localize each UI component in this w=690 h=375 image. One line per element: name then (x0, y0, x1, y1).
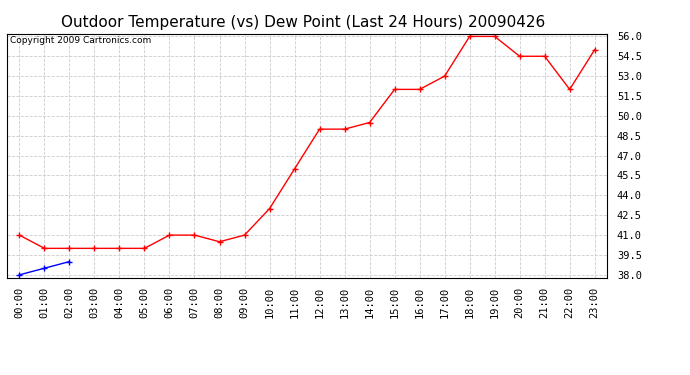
Text: Copyright 2009 Cartronics.com: Copyright 2009 Cartronics.com (10, 36, 151, 45)
Text: Outdoor Temperature (vs) Dew Point (Last 24 Hours) 20090426: Outdoor Temperature (vs) Dew Point (Last… (61, 15, 546, 30)
